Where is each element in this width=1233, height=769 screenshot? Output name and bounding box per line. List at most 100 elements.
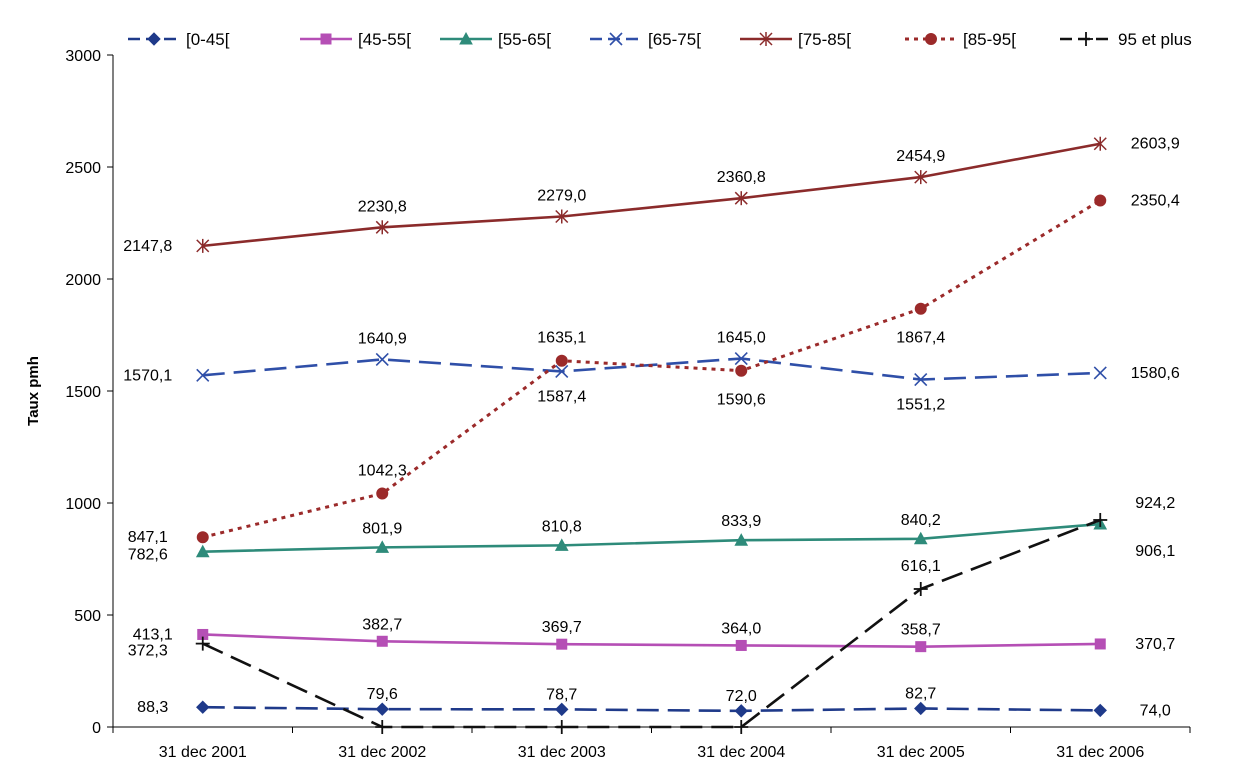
- series-6: [195, 512, 1108, 734]
- data-point: [375, 540, 390, 553]
- legend-marker: [459, 31, 473, 45]
- data-point: [376, 487, 389, 500]
- data-point: [195, 636, 210, 651]
- data-label: 382,7: [362, 616, 402, 633]
- data-point: [375, 352, 389, 367]
- data-point: [913, 531, 928, 545]
- data-label: 2279,0: [537, 188, 586, 205]
- series-group: [195, 136, 1108, 734]
- x-tick-label: 31 dec 2006: [1056, 744, 1144, 761]
- legend-item: [45-55[: [300, 30, 411, 49]
- data-label: 2603,9: [1131, 136, 1180, 153]
- series-line: [202, 518, 1101, 729]
- data-point: [555, 354, 568, 367]
- series-line: [202, 199, 1102, 539]
- data-label: 616,1: [901, 558, 941, 575]
- data-label: 1570,1: [123, 367, 172, 384]
- legend-marker: [1079, 32, 1093, 46]
- y-tick-label: 2000: [65, 272, 101, 289]
- legend-label: [65-75[: [648, 30, 701, 49]
- x-tick-label: 31 dec 2003: [518, 744, 606, 761]
- x-tick-label: 31 dec 2005: [877, 744, 965, 761]
- legend-label: [45-55[: [358, 30, 411, 49]
- legend-item: [65-75[: [590, 30, 701, 49]
- data-point: [196, 368, 210, 382]
- series-line: [202, 705, 1101, 713]
- data-point: [914, 701, 928, 716]
- data-label: 1590,6: [717, 392, 766, 409]
- data-label: 79,6: [367, 686, 398, 703]
- data-point: [556, 638, 568, 650]
- data-label: 2147,8: [123, 238, 172, 255]
- series-line: [202, 633, 1101, 648]
- legend-marker: [147, 32, 161, 46]
- data-label: 370,7: [1135, 636, 1175, 653]
- data-point: [375, 702, 389, 716]
- data-point: [554, 720, 569, 734]
- series-line: [202, 142, 1101, 248]
- y-axis-label: Taux pmh: [25, 356, 42, 426]
- data-point: [914, 170, 928, 185]
- y-tick-label: 0: [92, 720, 101, 737]
- legend-marker: [609, 32, 623, 46]
- data-point: [915, 641, 927, 653]
- data-label: 2360,8: [717, 169, 766, 186]
- data-label: 1635,1: [537, 330, 586, 347]
- legend-item: 95 et plus: [1060, 30, 1192, 49]
- data-point: [196, 238, 210, 253]
- data-label: 1580,6: [1131, 365, 1180, 382]
- legend-item: [75-85[: [740, 30, 851, 49]
- series-0: [196, 700, 1107, 718]
- data-label: 2350,4: [1131, 193, 1180, 210]
- legend-marker: [759, 32, 773, 46]
- data-point: [914, 302, 927, 315]
- data-point: [375, 720, 390, 734]
- data-label: 358,7: [901, 622, 941, 639]
- data-label: 847,1: [128, 529, 168, 546]
- data-point: [734, 533, 749, 546]
- data-label: 906,1: [1135, 543, 1175, 560]
- data-point: [1093, 366, 1107, 380]
- data-point: [734, 191, 748, 206]
- data-point: [913, 581, 928, 596]
- legend-label: [55-65[: [498, 30, 551, 49]
- series-1: [197, 628, 1106, 653]
- data-point: [196, 700, 210, 714]
- legend-item: [0-45[: [128, 30, 230, 49]
- data-point: [1094, 638, 1106, 650]
- data-label: 369,7: [542, 619, 582, 636]
- y-tick-label: 2500: [65, 160, 101, 177]
- data-label: 1551,2: [896, 397, 945, 414]
- data-label: 88,3: [137, 699, 168, 716]
- data-point: [914, 372, 928, 387]
- data-label: 413,1: [133, 626, 173, 643]
- data-point: [376, 635, 388, 647]
- data-point: [1093, 512, 1108, 527]
- data-label: 1587,4: [537, 388, 586, 405]
- series-3: [196, 351, 1107, 387]
- data-label: 78,7: [546, 686, 577, 703]
- y-tick-label: 1000: [65, 496, 101, 513]
- y-tick-label: 500: [74, 608, 101, 625]
- data-point: [555, 702, 569, 717]
- data-label: 72,0: [726, 688, 757, 705]
- data-point: [1093, 136, 1107, 151]
- data-point: [555, 364, 569, 378]
- y-ticks: 0 500 1000 1500 2000 2500 3000: [65, 48, 113, 737]
- data-label: 924,2: [1135, 495, 1175, 512]
- data-point: [555, 209, 569, 224]
- legend-item: [55-65[: [440, 30, 551, 49]
- data-point: [375, 220, 389, 235]
- x-tick-label: 31 dec 2001: [159, 744, 247, 761]
- series-4: [196, 136, 1107, 253]
- data-labels: 88,3 79,6 78,7 72,0 82,7 74,0 413,1 382,7 369,7 3…: [123, 136, 1180, 720]
- legend-marker: [320, 33, 332, 45]
- data-point: [196, 531, 209, 544]
- data-label: 782,6: [128, 547, 168, 564]
- legend-label: [75-85[: [798, 30, 851, 49]
- data-label: 2454,9: [896, 148, 945, 165]
- y-tick-label: 1500: [65, 384, 101, 401]
- data-point: [1094, 194, 1107, 207]
- series-5: [196, 194, 1107, 544]
